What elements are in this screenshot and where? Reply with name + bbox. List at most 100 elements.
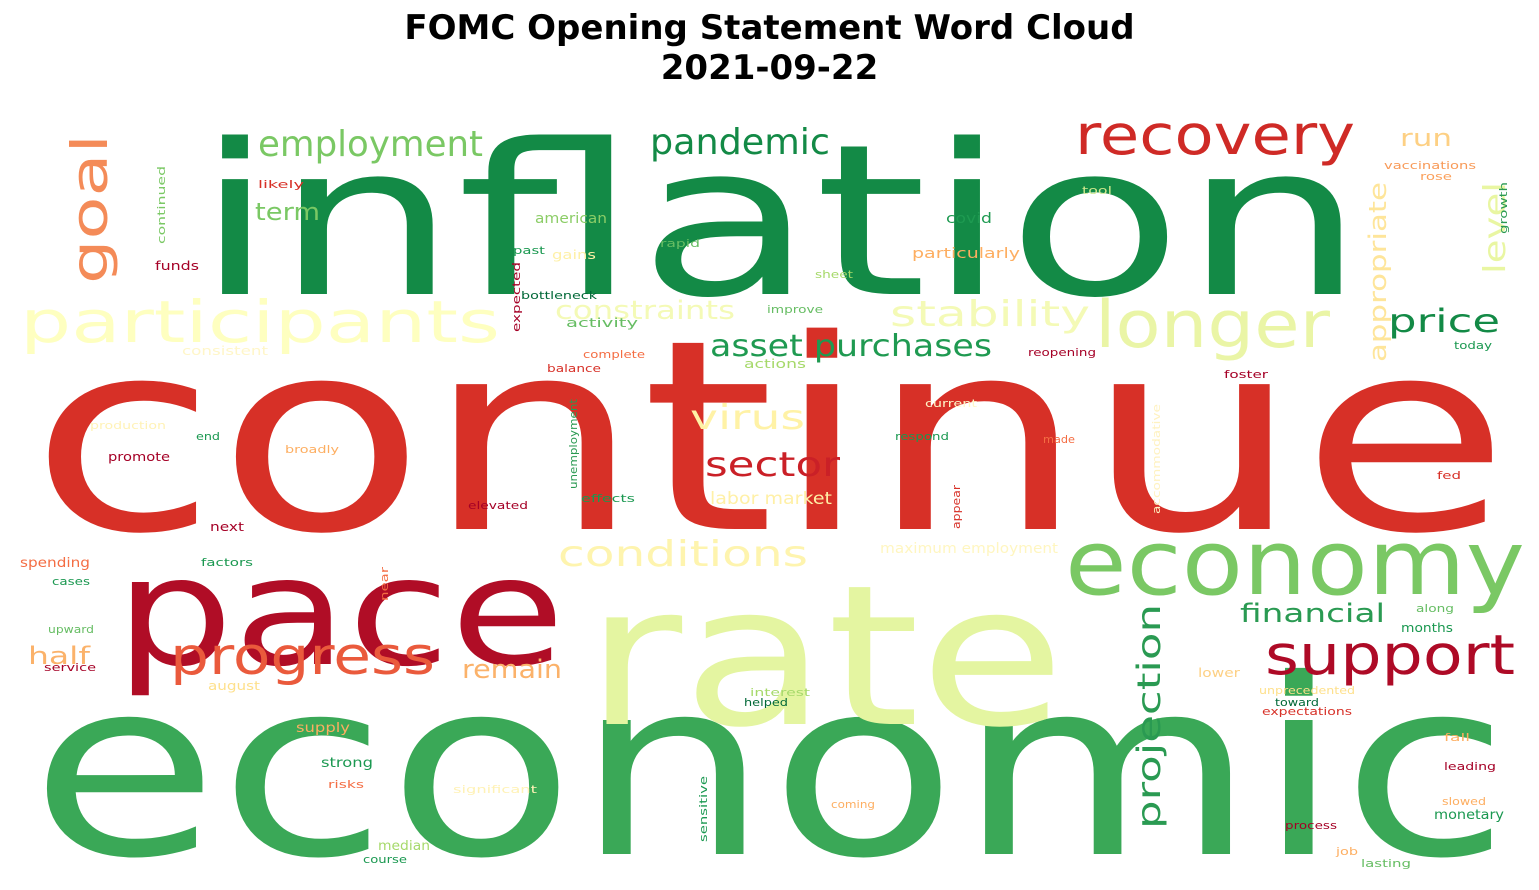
word-inflation: inflation: [195, 104, 1365, 344]
word-price: price: [1388, 302, 1500, 340]
word-covid: covid: [946, 211, 992, 227]
word-maximum-employment: maximum employment: [880, 541, 1059, 557]
word-significant: significant: [453, 783, 538, 796]
word-level: level: [1478, 182, 1513, 274]
word-balance: balance: [547, 362, 601, 375]
word-upward: upward: [48, 623, 94, 636]
word-factors: factors: [201, 556, 253, 569]
word-unemployment: unemployment: [567, 398, 580, 489]
word-effects: effects: [581, 492, 635, 505]
word-complete: complete: [583, 348, 645, 361]
word-expected: expected: [510, 262, 523, 332]
word-sector: sector: [705, 445, 840, 485]
word-helped: helped: [744, 696, 788, 709]
word-asset-purchases: asset purchases: [710, 329, 992, 364]
word-fed: fed: [1437, 469, 1461, 482]
word-support: support: [1265, 623, 1515, 687]
word-risks: risks: [328, 778, 364, 791]
word-appear: appear: [950, 484, 963, 529]
word-lasting: lasting: [1361, 857, 1411, 870]
word-goal: goal: [61, 134, 119, 284]
word-end: end: [196, 430, 220, 443]
word-sheet: sheet: [815, 268, 854, 281]
word-supply: supply: [296, 721, 350, 736]
word-sensitive: sensitive: [697, 776, 710, 842]
word-rose: rose: [1420, 170, 1452, 183]
word-projection: projection: [1130, 604, 1168, 829]
word-longer: longer: [1095, 288, 1330, 363]
word-made: made: [1043, 433, 1075, 446]
word-gains: gains: [552, 248, 596, 262]
title-line-2: 2021-09-22: [660, 48, 879, 88]
word-slowed: slowed: [1442, 795, 1486, 808]
word-foster: foster: [1224, 368, 1269, 381]
word-continued: continued: [155, 166, 168, 244]
word-appropriate: appropriate: [1364, 182, 1392, 362]
word-economy: economy: [1065, 511, 1525, 616]
word-constraints: constraints: [555, 296, 735, 326]
word-vaccinations: vaccinations: [1384, 159, 1476, 172]
word-job: job: [1335, 845, 1358, 858]
word-elevated: elevated: [468, 499, 528, 512]
word-particularly: particularly: [912, 246, 1020, 262]
word-recovery: recovery: [1075, 104, 1355, 167]
word-process: process: [1285, 819, 1337, 832]
word-progress: progress: [170, 627, 435, 687]
word-employment: employment: [258, 124, 483, 165]
word-near: near: [378, 566, 391, 601]
word-term: term: [255, 198, 320, 226]
word-production: production: [90, 419, 166, 432]
word-bottleneck: bottleneck: [521, 289, 598, 302]
word-strong: strong: [321, 756, 373, 771]
word-tool: tool: [1082, 184, 1112, 197]
word-unprecedented: unprecedented: [1259, 684, 1355, 697]
word-monetary: monetary: [1434, 808, 1504, 823]
word-activity: activity: [566, 316, 638, 330]
word-coming: coming: [831, 798, 875, 811]
word-growth: growth: [1497, 182, 1510, 234]
word-likely: likely: [258, 178, 305, 191]
word-stability: stability: [890, 294, 1090, 335]
word-leading: leading: [1444, 760, 1496, 773]
word-past: past: [513, 244, 546, 257]
word-consistent: consistent: [182, 344, 268, 358]
word-next: next: [210, 520, 244, 534]
word-cases: cases: [52, 575, 90, 588]
chart-title: FOMC Opening Statement Word Cloud 2021-0…: [0, 8, 1539, 88]
word-along: along: [1416, 602, 1454, 615]
word-accommodative: accommodative: [1150, 404, 1163, 514]
word-course: course: [363, 853, 407, 866]
word-labor-market: labor market: [710, 489, 832, 509]
word-remain: remain: [462, 655, 562, 685]
word-months: months: [1401, 621, 1453, 635]
word-reopening: reopening: [1028, 346, 1096, 359]
word-lower: lower: [1198, 666, 1240, 680]
word-rapid: rapid: [660, 237, 700, 250]
word-broadly: broadly: [285, 443, 340, 456]
word-august: august: [208, 679, 260, 693]
word-today: today: [1454, 339, 1493, 352]
title-line-1: FOMC Opening Statement Word Cloud: [404, 8, 1135, 48]
word-american: american: [535, 211, 607, 227]
word-half: half: [28, 642, 91, 670]
word-run: run: [1400, 124, 1452, 152]
word-fall: fall: [1444, 731, 1470, 744]
word-promote: promote: [108, 450, 170, 464]
word-service: service: [44, 661, 96, 674]
word-pace: pace: [115, 526, 565, 700]
word-improve: improve: [767, 303, 823, 316]
word-participants: participants: [20, 288, 500, 356]
word-conditions: conditions: [558, 534, 808, 575]
word-economic: economic: [30, 627, 1510, 884]
word-expectations: expectations: [1262, 705, 1352, 718]
word-spending: spending: [20, 556, 90, 571]
word-current: current: [925, 397, 978, 410]
word-rate: rate: [585, 543, 1065, 770]
word-toward: toward: [1275, 696, 1319, 709]
word-continue: continue: [30, 284, 1510, 592]
word-virus: virus: [690, 398, 805, 438]
word-interest: interest: [750, 686, 811, 699]
word-median: median: [378, 839, 430, 854]
word-pandemic: pandemic: [650, 122, 830, 163]
